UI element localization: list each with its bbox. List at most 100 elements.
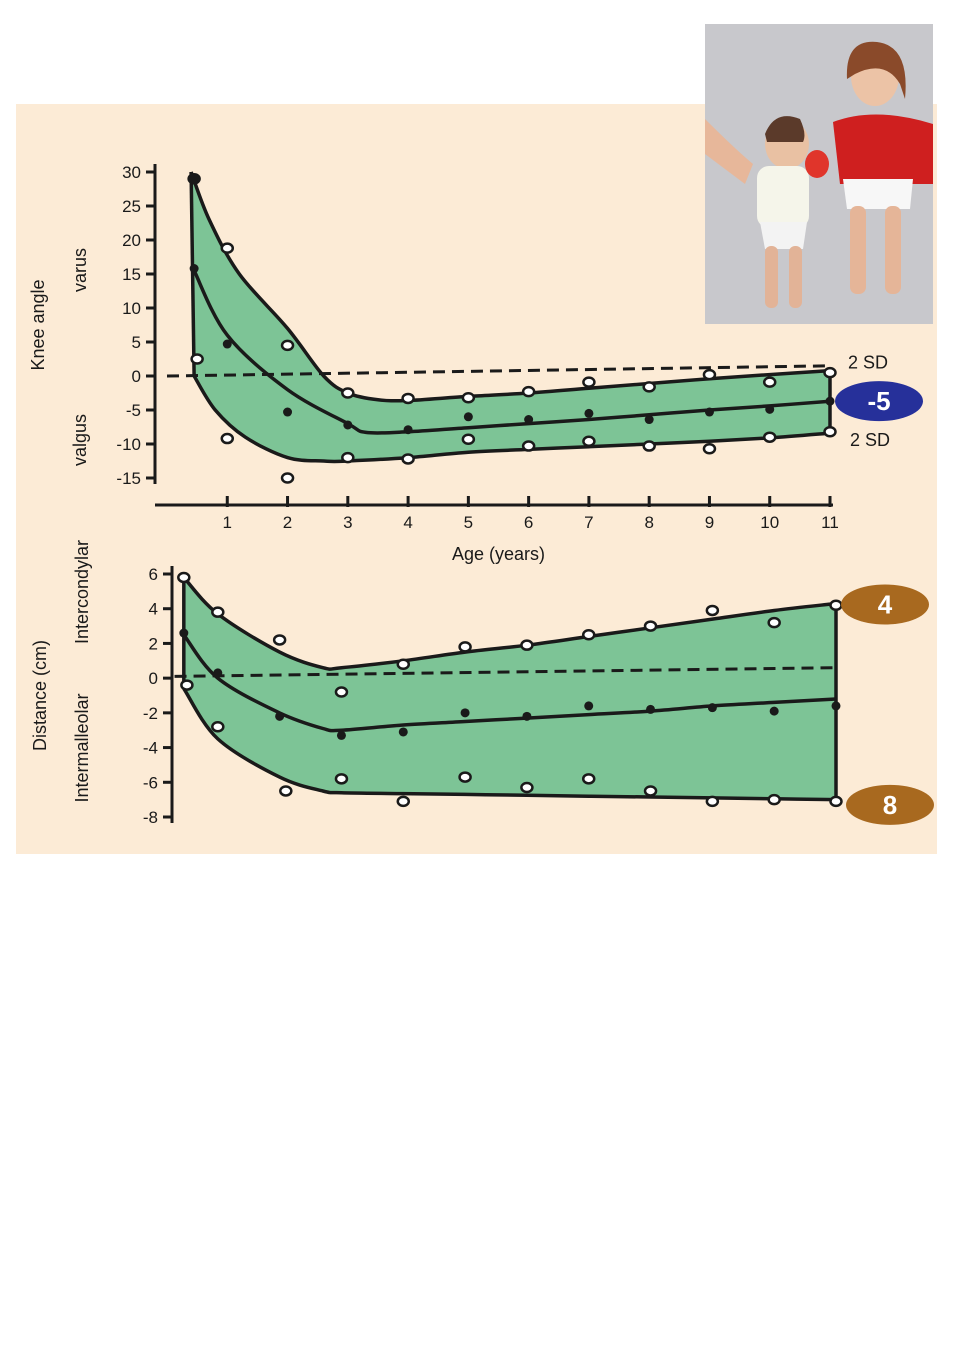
data-point-filled: [398, 727, 408, 737]
data-point-open: [279, 785, 293, 797]
data-point-filled: [283, 407, 293, 417]
data-point-open: [643, 785, 658, 797]
data-point-open: [582, 435, 596, 448]
y-tick-label: 10: [122, 299, 141, 318]
y-tick-label: 15: [122, 265, 141, 284]
y-tick-label: 6: [149, 565, 158, 584]
data-point-filled: [646, 704, 656, 714]
data-point-open: [520, 639, 534, 651]
y-axis-title: Distance (cm): [30, 640, 50, 751]
data-point-open: [280, 339, 295, 352]
data-point-open: [642, 381, 656, 393]
data-point-filled: [769, 706, 779, 716]
intermalleolar-badge: [846, 784, 934, 825]
data-point-open: [211, 606, 225, 618]
data-point-open: [581, 629, 596, 641]
data-point-filled: [831, 701, 841, 711]
data-point-open: [272, 634, 287, 646]
y-tick-label: 0: [149, 669, 158, 688]
data-point-filled: [222, 339, 232, 349]
data-point-open: [401, 392, 415, 405]
data-point-filled: [213, 668, 223, 678]
data-point-open: [458, 641, 472, 653]
data-point-open: [334, 773, 349, 785]
data-point-open: [341, 387, 355, 399]
data-point-open: [220, 432, 235, 445]
data-point-filled: [524, 415, 534, 425]
data-point-open: [341, 451, 355, 464]
data-point-filled: [704, 407, 714, 417]
x-axis-title: Age (years): [452, 544, 545, 564]
data-point-filled: [275, 711, 285, 721]
intercondylar-badge: [841, 584, 929, 625]
data-point-open: [767, 616, 781, 629]
x-tick-label: 6: [524, 513, 533, 532]
data-point-filled: [403, 425, 413, 435]
data-point-open: [702, 443, 717, 455]
data-point-open: [461, 392, 476, 404]
normal-range-band: [191, 172, 831, 462]
intermalleolar-badge-text: 8: [883, 790, 897, 820]
x-tick-label: 10: [760, 513, 779, 532]
data-point-open: [334, 686, 349, 698]
x-tick-label: 4: [403, 513, 412, 532]
data-point-open: [461, 433, 476, 445]
y-tick-label: 25: [122, 197, 141, 216]
lower-2sd-label: 2 SD: [850, 430, 890, 450]
data-point-open: [823, 426, 837, 438]
knee-angle-chart: 30 25 20 15 10 5 0 -5 -10 -15 1 2 3 4 5 6 7 8 9 10 11 Age (ye…: [28, 163, 923, 564]
children-photo-illustration: [705, 24, 933, 324]
y-tick-label: -15: [116, 469, 141, 488]
x-tick-label: 7: [584, 513, 593, 532]
data-point-filled: [343, 420, 353, 430]
data-point-open: [280, 472, 295, 484]
data-point-open: [581, 773, 596, 785]
data-point-open: [642, 440, 656, 452]
y-tick-label: -2: [143, 704, 158, 723]
data-point-open: [396, 658, 411, 671]
data-point-open: [220, 242, 235, 254]
y-tick-label: -5: [126, 401, 141, 420]
normal-range-band: [183, 577, 837, 800]
data-point-filled: [765, 404, 775, 414]
x-tick-label: 1: [223, 513, 232, 532]
y-tick-label: 4: [149, 600, 158, 619]
zero-reference-line: [166, 364, 831, 378]
data-point-filled: [707, 703, 717, 713]
data-point-open: [190, 353, 204, 365]
data-point-filled: [336, 730, 346, 740]
y-axis-title: Knee angle: [28, 279, 48, 370]
distance-chart: 6 4 2 0 -2 -4 -6 -8 Distance (cm) Intercondylar In…: [30, 540, 934, 827]
data-point-open: [767, 793, 781, 806]
y-tick-label: -4: [143, 739, 158, 758]
data-point-open: [521, 385, 536, 398]
data-point-filled: [463, 412, 473, 422]
data-point-open: [520, 781, 534, 794]
data-point-filled: [189, 174, 199, 184]
y-region-label-upper: Intercondylar: [72, 540, 92, 644]
zero-reference-line: [174, 666, 837, 678]
data-point-open: [582, 376, 596, 388]
y-tick-label: -6: [143, 773, 158, 792]
data-point-filled: [460, 708, 470, 718]
x-tick-label: 2: [283, 513, 292, 532]
y-tick-label: 20: [122, 231, 141, 250]
data-point-open: [643, 620, 658, 632]
y-tick-label: -8: [143, 808, 158, 827]
data-point-open: [762, 431, 777, 443]
data-point-open: [829, 795, 843, 808]
data-point-open: [829, 599, 843, 611]
data-point-open: [705, 604, 720, 617]
y-tick-label: 5: [132, 333, 141, 352]
data-point-filled: [522, 711, 532, 721]
data-point-open: [702, 368, 717, 381]
band-left-edge: [189, 171, 196, 377]
data-point-open: [705, 795, 720, 808]
y-tick-label: 30: [122, 163, 141, 182]
data-point-filled: [189, 264, 199, 274]
data-point-open: [177, 571, 191, 584]
x-tick-label: 3: [343, 513, 352, 532]
data-point-open: [211, 720, 225, 733]
x-tick-label: 11: [821, 513, 839, 532]
